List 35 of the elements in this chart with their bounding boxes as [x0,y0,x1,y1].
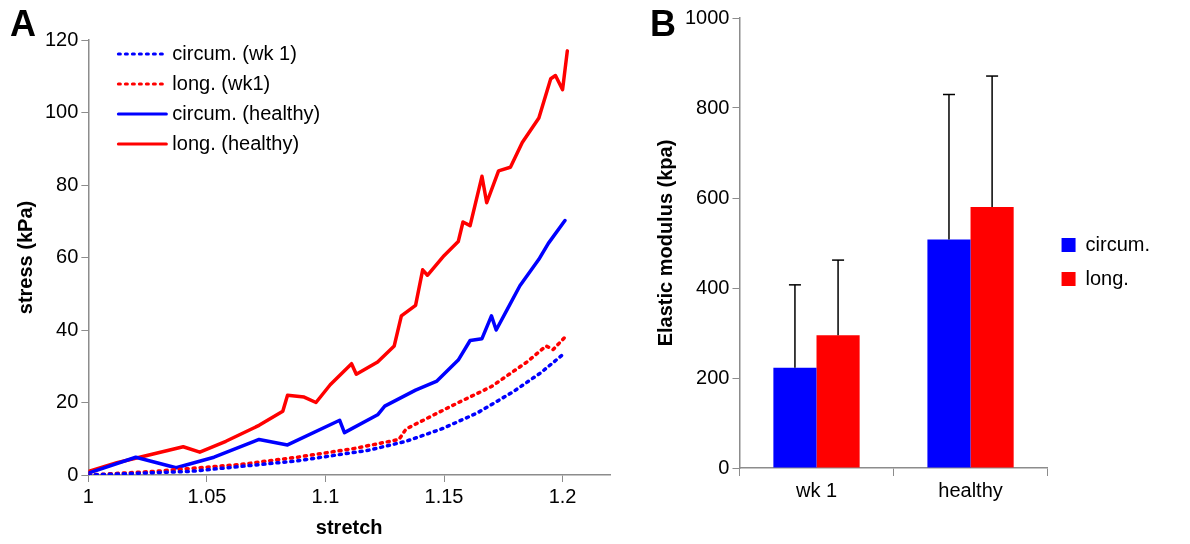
x-tick-label: 1.15 [424,484,464,507]
legend-label: long. [1085,266,1129,289]
legend-label: long. (wk1) [172,71,271,94]
bar [773,367,817,468]
x-tick-label: 1.1 [311,484,340,507]
x-tick-label: 1.05 [187,484,227,507]
x-axis-title: stretch [315,515,383,538]
y-tick-label: 120 [44,27,79,50]
legend-label: circum. (healthy) [172,101,321,124]
legend-label: circum. [1085,232,1151,255]
x-tick-label: healthy [938,478,1003,501]
y-tick-label: 1000 [684,5,730,28]
y-axis-title: stress (kPa) [13,200,36,315]
y-tick-label: 60 [56,245,79,268]
legend-label: long. (healthy) [172,131,300,154]
y-tick-label: 0 [67,462,79,485]
y-tick-label: 0 [718,455,730,478]
y-tick-label: 200 [696,365,730,388]
y-tick-label: 100 [44,100,79,123]
bar [816,335,860,468]
legend-label: circum. (wk 1) [172,41,297,64]
y-axis-title: Elastic modulus (kpa) [653,139,676,347]
y-tick-label: 80 [56,172,79,195]
x-tick-label: 1 [82,484,94,507]
bar [927,239,971,468]
chart-title: A [10,2,36,44]
chart-title: B [650,2,676,44]
y-tick-label: 400 [696,275,730,298]
y-tick-label: 40 [56,317,79,340]
y-tick-label: 800 [696,95,730,118]
y-tick-label: 20 [56,390,79,413]
bar [970,207,1014,468]
x-tick-label: 1.2 [548,484,577,507]
y-tick-label: 600 [696,185,730,208]
x-tick-label: wk 1 [794,478,838,501]
